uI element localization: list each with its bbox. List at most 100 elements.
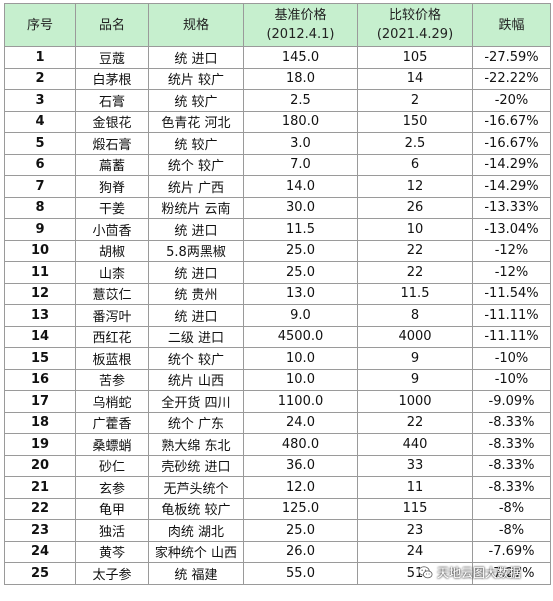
cell-no: 18 — [4, 411, 76, 434]
table-row: 5 煅石膏统 较广 3.0 2.5 -16.67% — [4, 132, 551, 155]
cell-name: 山柰 — [75, 261, 149, 284]
cell-compare-price: 26 — [357, 196, 473, 219]
cell-base-price: 18.0 — [243, 67, 358, 90]
cell-compare-price: 12 — [357, 175, 473, 198]
cell-change: -7.69% — [472, 540, 551, 563]
cell-spec: 肉统 湖北 — [148, 519, 244, 542]
cell-base-price: 125.0 — [243, 497, 358, 520]
cell-spec: 统 进口 — [148, 218, 244, 241]
cell-spec: 统 较广 — [148, 89, 244, 112]
cell-spec: 统 进口 — [148, 304, 244, 327]
cell-change: -8.33% — [472, 454, 551, 477]
table-row: 12 薏苡仁统 贵州 13.0 11.5 -11.54% — [4, 282, 551, 305]
cell-name: 黄芩 — [75, 540, 149, 563]
cell-spec: 统个 较广 — [148, 347, 244, 370]
cell-name: 广藿香 — [75, 411, 149, 434]
cell-base-price: 13.0 — [243, 282, 358, 305]
cell-compare-price: 51 — [357, 562, 473, 585]
cell-base-price: 480.0 — [243, 433, 358, 456]
cell-spec: 色青花 河北 — [148, 110, 244, 133]
table-row: 9 小茴香统 进口 11.5 10 -13.04% — [4, 218, 551, 241]
cell-spec: 家种统个 山西 — [148, 540, 244, 563]
table-row: 10 胡椒 5.8两黑椒 25.0 22 -12% — [4, 239, 551, 262]
table-row: 4 金银花 色青花 河北 180.0 150 -16.67% — [4, 110, 551, 133]
cell-change: -16.67% — [472, 110, 551, 133]
table-row: 1 豆蔻统 进口 145.0 105 -27.59% — [4, 46, 551, 69]
cell-base-price: 30.0 — [243, 196, 358, 219]
table-row: 7 狗脊 统片 广西 14.0 12 -14.29% — [4, 175, 551, 198]
cell-change: -8.33% — [472, 433, 551, 456]
cell-name: 白茅根 — [75, 67, 149, 90]
table-row: 13 番泻叶统 进口 9.0 8 -11.11% — [4, 304, 551, 327]
cell-name: 煅石膏 — [75, 132, 149, 155]
cell-compare-price: 11 — [357, 476, 473, 499]
cell-spec: 统 较广 — [148, 132, 244, 155]
cell-base-price: 11.5 — [243, 218, 358, 241]
cell-name: 砂仁 — [75, 454, 149, 477]
cell-name: 萹蓄 — [75, 153, 149, 176]
table-row: 24 黄芩 家种统个 山西 26.0 24 -7.69% — [4, 540, 551, 563]
header-compare-date: (2021.4.29) — [376, 27, 454, 42]
cell-compare-price: 24 — [357, 540, 473, 563]
table-body: 1 豆蔻统 进口 145.0 105 -27.59% 2 白茅根 统片 较广 18.0 14 -22… — [4, 46, 551, 585]
cell-base-price: 10.0 — [243, 347, 358, 370]
table-row: 3 石膏统 较广 2.5 2 -20% — [4, 89, 551, 112]
cell-spec: 粉统片 云南 — [148, 196, 244, 219]
cell-compare-price: 2.5 — [357, 132, 473, 155]
cell-spec: 统 贵州 — [148, 282, 244, 305]
cell-compare-price: 10 — [357, 218, 473, 241]
cell-name: 薏苡仁 — [75, 282, 149, 305]
cell-base-price: 180.0 — [243, 110, 358, 133]
cell-no: 5 — [4, 132, 76, 155]
cell-name: 狗脊 — [75, 175, 149, 198]
cell-base-price: 14.0 — [243, 175, 358, 198]
cell-name: 乌梢蛇 — [75, 390, 149, 413]
cell-spec: 统片 山西 — [148, 368, 244, 391]
header-base-price: 基准价格 (2012.4.1) — [243, 3, 358, 47]
cell-compare-price: 11.5 — [357, 282, 473, 305]
cell-spec: 无芦头统个 — [148, 476, 244, 499]
cell-base-price: 9.0 — [243, 304, 358, 327]
cell-spec: 统 福建 — [148, 562, 244, 585]
cell-base-price: 2.5 — [243, 89, 358, 112]
cell-compare-price: 2 — [357, 89, 473, 112]
cell-change: -14.29% — [472, 153, 551, 176]
cell-name: 西红花 — [75, 325, 149, 348]
table-row: 16 苦参 统片 山西 10.0 9 -10% — [4, 368, 551, 391]
cell-name: 豆蔻 — [75, 46, 149, 69]
table-row: 21 玄参 无芦头统个 12.0 11 -8.33% — [4, 476, 551, 499]
cell-no: 1 — [4, 46, 76, 69]
cell-change: -8.33% — [472, 411, 551, 434]
table-row: 19 桑螵蛸 熟大绵 东北 480.0 440 -8.33% — [4, 433, 551, 456]
cell-change: -10% — [472, 368, 551, 391]
cell-name: 小茴香 — [75, 218, 149, 241]
cell-no: 25 — [4, 562, 76, 585]
cell-compare-price: 8 — [357, 304, 473, 327]
cell-base-price: 145.0 — [243, 46, 358, 69]
cell-change: -13.04% — [472, 218, 551, 241]
cell-no: 19 — [4, 433, 76, 456]
cell-no: 7 — [4, 175, 76, 198]
header-base-date: (2012.4.1) — [266, 27, 335, 42]
cell-name: 金银花 — [75, 110, 149, 133]
cell-no: 8 — [4, 196, 76, 219]
cell-name: 石膏 — [75, 89, 149, 112]
cell-compare-price: 115 — [357, 497, 473, 520]
table-row: 18 广藿香 统个 广东 24.0 22 -8.33% — [4, 411, 551, 434]
cell-name: 番泻叶 — [75, 304, 149, 327]
table-row: 8 干姜 粉统片 云南 30.0 26 -13.33% — [4, 196, 551, 219]
cell-change: -16.67% — [472, 132, 551, 155]
cell-compare-price: 4000 — [357, 325, 473, 348]
cell-base-price: 24.0 — [243, 411, 358, 434]
cell-change: -20% — [472, 89, 551, 112]
cell-compare-price: 22 — [357, 261, 473, 284]
cell-base-price: 25.0 — [243, 519, 358, 542]
table-row: 6 萹蓄 统个 较广 7.0 6 -14.29% — [4, 153, 551, 176]
watermark-text: 天地云图大数据 — [437, 565, 522, 580]
cell-name: 龟甲 — [75, 497, 149, 520]
cell-no: 23 — [4, 519, 76, 542]
cell-base-price: 4500.0 — [243, 325, 358, 348]
cell-no: 11 — [4, 261, 76, 284]
cell-compare-price: 9 — [357, 347, 473, 370]
cell-spec: 全开货 四川 — [148, 390, 244, 413]
